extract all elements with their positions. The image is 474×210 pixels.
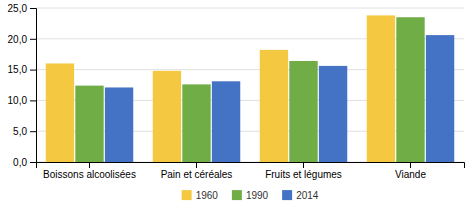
- y-tick-label: 10,0: [8, 95, 28, 106]
- legend-item: 1960: [182, 190, 219, 201]
- bar-series: [46, 15, 395, 162]
- y-tick: 5,0: [13, 126, 36, 137]
- legend-swatch: [182, 190, 192, 200]
- x-tick-mark: [303, 162, 304, 168]
- bar: [367, 15, 395, 162]
- bar: [75, 86, 103, 162]
- x-tick-mark: [89, 162, 90, 168]
- bar: [289, 61, 317, 162]
- y-axis: 0,0 5,0 10,0 15,0 20,0 25,0: [8, 3, 37, 168]
- legend-swatch: [282, 190, 292, 200]
- bar: [426, 35, 454, 162]
- bar: [212, 81, 240, 162]
- x-tick-label: Pain et céréales: [161, 169, 233, 180]
- x-tick: Pain et céréales: [161, 162, 233, 180]
- x-tick-mark: [410, 162, 411, 168]
- bar-series: [105, 35, 454, 162]
- x-tick: Fruits et légumes: [265, 162, 342, 180]
- bar: [182, 84, 210, 162]
- legend-label: 2014: [296, 190, 319, 201]
- y-tick-label: 20,0: [8, 34, 28, 45]
- y-tick-mark: [30, 39, 36, 40]
- x-tick-label: Fruits et légumes: [265, 169, 342, 180]
- bar: [396, 17, 424, 162]
- grid-line: [36, 8, 464, 9]
- y-tick-mark: [30, 70, 36, 71]
- x-tick: Viande: [395, 162, 426, 180]
- legend-label: 1960: [196, 190, 219, 201]
- bar: [153, 71, 181, 162]
- x-tick: Boissons alcoolisées: [43, 162, 136, 180]
- plot: 0,0 5,0 10,0 15,0 20,0 25,0 Boissons alcoolisé…: [8, 3, 465, 180]
- x-axis-line: [37, 163, 465, 169]
- bar: [260, 50, 288, 162]
- y-tick-label: 0,0: [13, 157, 27, 168]
- legend-item: 2014: [282, 190, 319, 201]
- y-tick-label: 5,0: [13, 126, 27, 137]
- x-tick-label: Viande: [395, 169, 426, 180]
- legend-label: 1990: [246, 190, 269, 201]
- y-tick-mark: [30, 131, 36, 132]
- bar: [319, 66, 347, 162]
- y-tick: 0,0: [13, 157, 36, 168]
- bar: [46, 63, 74, 162]
- legend-swatch: [232, 190, 242, 200]
- y-tick: 15,0: [8, 64, 36, 75]
- legend: 1960 1990 2014: [182, 190, 319, 201]
- x-tick-label: Boissons alcoolisées: [43, 169, 136, 180]
- y-tick-label: 25,0: [8, 3, 28, 14]
- y-tick: 25,0: [8, 3, 36, 14]
- y-tick: 20,0: [8, 34, 36, 45]
- chart: 0,0 5,0 10,0 15,0 20,0 25,0 Boissons alcoolisé…: [0, 0, 474, 210]
- bar-series: [75, 17, 424, 162]
- y-tick-mark: [30, 100, 36, 101]
- y-tick-mark: [30, 8, 36, 9]
- y-tick: 10,0: [8, 95, 36, 106]
- x-axis: Boissons alcoolisées Pain et céréales Frui…: [37, 162, 465, 180]
- y-tick-mark: [30, 162, 36, 163]
- y-axis-line: [30, 9, 37, 163]
- bar: [105, 87, 133, 162]
- legend-item: 1990: [232, 190, 269, 201]
- y-tick-label: 15,0: [8, 64, 28, 75]
- grid: [36, 8, 464, 162]
- x-tick-mark: [196, 162, 197, 168]
- bars: [46, 15, 455, 162]
